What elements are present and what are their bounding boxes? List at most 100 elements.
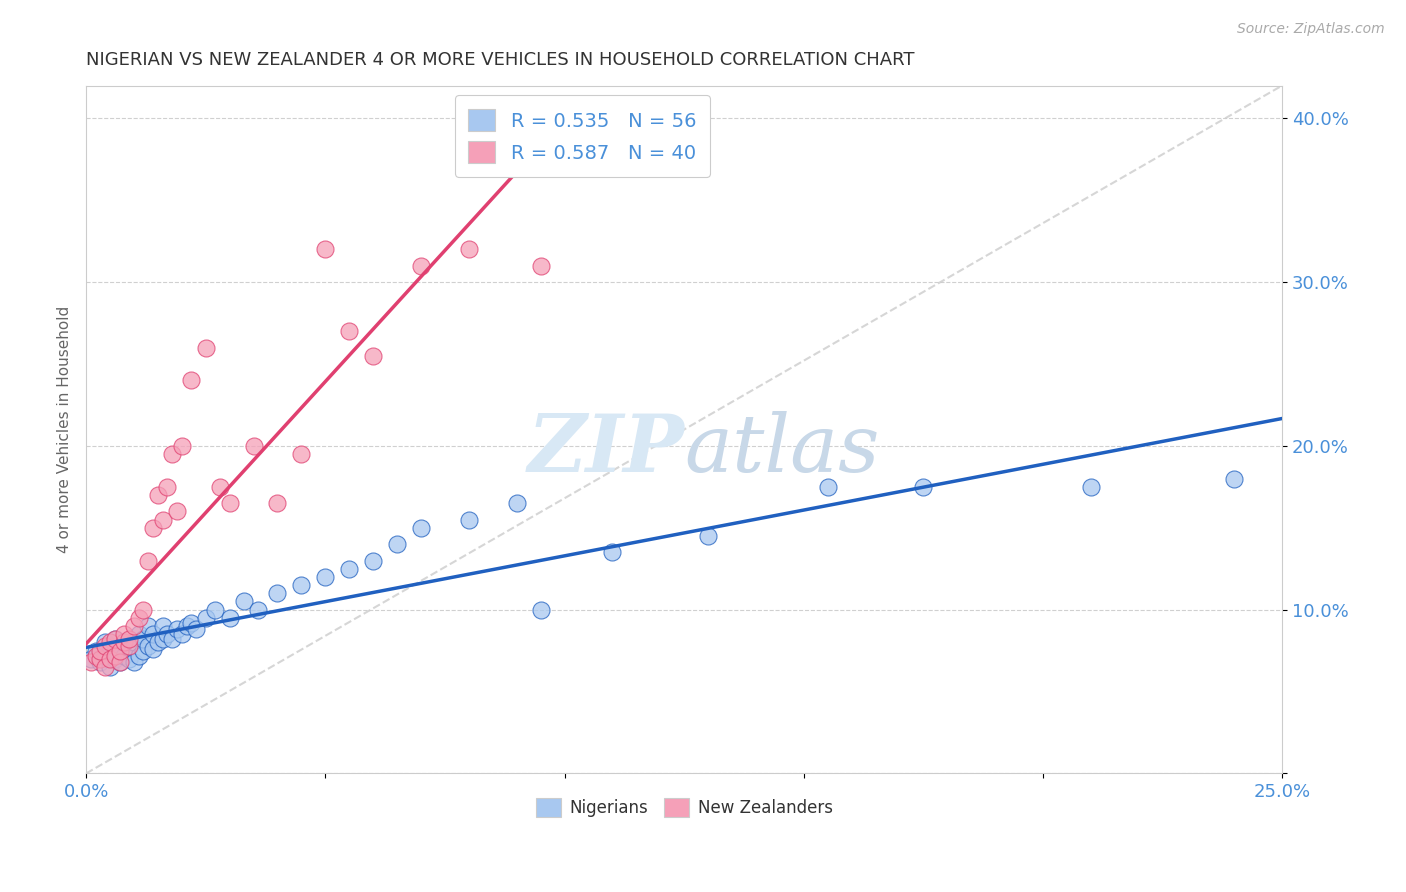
Point xyxy=(128,611,150,625)
Point xyxy=(409,521,432,535)
Point xyxy=(156,627,179,641)
Point xyxy=(104,632,127,647)
Point xyxy=(112,635,135,649)
Point xyxy=(108,655,131,669)
Point xyxy=(1080,480,1102,494)
Legend: Nigerians, New Zealanders: Nigerians, New Zealanders xyxy=(529,791,839,823)
Point xyxy=(457,512,479,526)
Point xyxy=(80,655,103,669)
Point xyxy=(208,480,231,494)
Point xyxy=(146,635,169,649)
Text: Source: ZipAtlas.com: Source: ZipAtlas.com xyxy=(1237,22,1385,37)
Point xyxy=(84,648,107,663)
Text: ZIP: ZIP xyxy=(527,411,685,489)
Point xyxy=(136,639,159,653)
Point xyxy=(242,439,264,453)
Point xyxy=(314,570,336,584)
Point xyxy=(132,632,155,647)
Point xyxy=(697,529,720,543)
Point xyxy=(118,632,141,647)
Point xyxy=(94,648,117,663)
Point xyxy=(112,635,135,649)
Point xyxy=(104,648,127,663)
Point xyxy=(136,553,159,567)
Point xyxy=(89,643,111,657)
Point xyxy=(337,562,360,576)
Point xyxy=(108,643,131,657)
Point xyxy=(218,611,240,625)
Point xyxy=(170,439,193,453)
Point xyxy=(176,619,198,633)
Point xyxy=(98,660,121,674)
Point xyxy=(108,655,131,669)
Point xyxy=(142,642,165,657)
Point xyxy=(89,652,111,666)
Point xyxy=(80,652,103,666)
Text: NIGERIAN VS NEW ZEALANDER 4 OR MORE VEHICLES IN HOUSEHOLD CORRELATION CHART: NIGERIAN VS NEW ZEALANDER 4 OR MORE VEHI… xyxy=(86,51,914,69)
Point xyxy=(122,619,145,633)
Point xyxy=(94,639,117,653)
Point xyxy=(104,632,127,647)
Point xyxy=(180,373,202,387)
Point xyxy=(184,622,207,636)
Point xyxy=(266,586,288,600)
Point xyxy=(89,655,111,669)
Point xyxy=(385,537,408,551)
Point xyxy=(247,602,270,616)
Point xyxy=(152,619,174,633)
Point xyxy=(409,259,432,273)
Point xyxy=(266,496,288,510)
Point xyxy=(94,660,117,674)
Point xyxy=(122,655,145,669)
Point xyxy=(118,639,141,653)
Point xyxy=(170,627,193,641)
Point xyxy=(160,632,183,647)
Point xyxy=(142,627,165,641)
Point xyxy=(98,635,121,649)
Point xyxy=(156,480,179,494)
Point xyxy=(128,627,150,641)
Point xyxy=(132,602,155,616)
Y-axis label: 4 or more Vehicles in Household: 4 or more Vehicles in Household xyxy=(58,306,72,553)
Point xyxy=(146,488,169,502)
Point xyxy=(118,652,141,666)
Point xyxy=(1223,472,1246,486)
Point xyxy=(104,652,127,666)
Point xyxy=(218,496,240,510)
Point xyxy=(505,496,527,510)
Text: atlas: atlas xyxy=(685,411,880,489)
Point xyxy=(132,643,155,657)
Point xyxy=(136,619,159,633)
Point xyxy=(122,635,145,649)
Point xyxy=(337,324,360,338)
Point xyxy=(602,545,624,559)
Point xyxy=(180,615,202,630)
Point xyxy=(112,648,135,663)
Point xyxy=(108,643,131,657)
Point xyxy=(98,639,121,653)
Point xyxy=(530,602,553,616)
Point xyxy=(84,643,107,657)
Point xyxy=(361,553,384,567)
Point xyxy=(233,594,256,608)
Point xyxy=(912,480,935,494)
Point xyxy=(314,242,336,256)
Point xyxy=(152,632,174,647)
Point xyxy=(530,259,553,273)
Point xyxy=(361,349,384,363)
Point xyxy=(112,627,135,641)
Point xyxy=(142,521,165,535)
Point xyxy=(194,341,217,355)
Point xyxy=(194,611,217,625)
Point xyxy=(166,622,188,636)
Point xyxy=(457,242,479,256)
Point xyxy=(817,480,839,494)
Point xyxy=(204,602,226,616)
Point xyxy=(98,652,121,666)
Point xyxy=(152,512,174,526)
Point xyxy=(160,447,183,461)
Point xyxy=(118,640,141,655)
Point xyxy=(290,447,312,461)
Point xyxy=(166,504,188,518)
Point xyxy=(128,648,150,663)
